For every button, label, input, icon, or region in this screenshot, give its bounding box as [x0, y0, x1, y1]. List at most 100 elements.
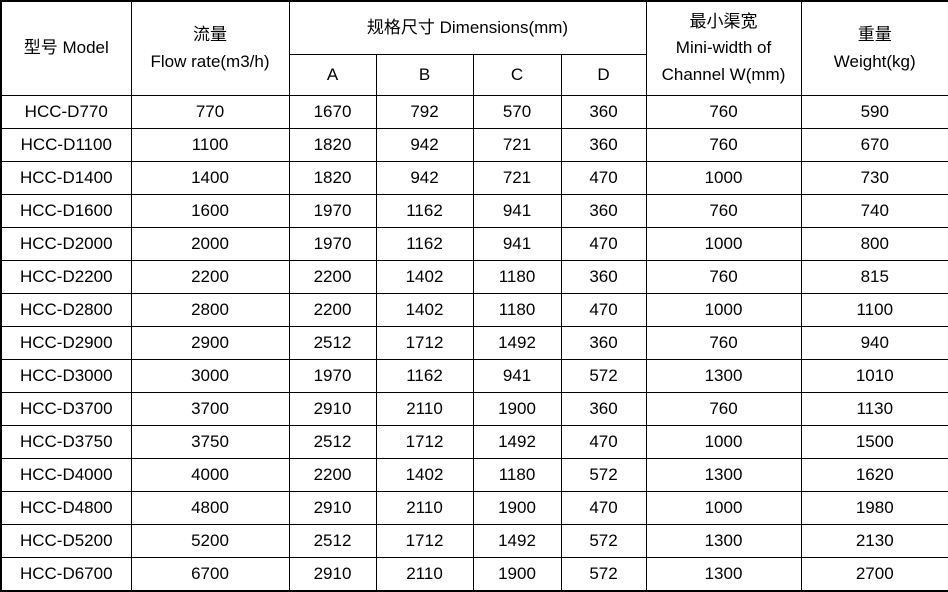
table-cell: 3700 — [130, 391, 290, 426]
table-cell: 1162 — [375, 226, 474, 261]
table-cell: 2110 — [375, 490, 474, 525]
header-dimensions-label: 规格尺寸 Dimensions(mm) — [366, 17, 569, 37]
table-cell: 1402 — [375, 259, 474, 294]
table-cell: HCC-D4800 — [0, 490, 132, 525]
table-row: HCC-D4800 4800 2910 2110 1900 470 1000 1980 — [0, 490, 948, 525]
header-channel-width: 最小渠宽 Mini-width of Channel W(mm) — [645, 0, 802, 96]
table-cell: 1180 — [472, 457, 562, 492]
header-channel-width-en1: Mini-width of — [675, 38, 772, 58]
table-cell: 1162 — [375, 193, 474, 228]
table-cell: 721 — [472, 127, 562, 162]
table-cell: 2700 — [800, 556, 948, 592]
header-model-label: 型号 Model — [23, 38, 109, 58]
table-cell: 1100 — [800, 292, 948, 327]
table-cell: 721 — [472, 160, 562, 195]
table-cell: HCC-D770 — [0, 95, 132, 129]
table-cell: 792 — [375, 95, 474, 129]
table-cell: 800 — [800, 226, 948, 261]
table-cell: 572 — [560, 556, 647, 592]
table-row: HCC-D5200 5200 2512 1712 1492 572 1300 2130 — [0, 523, 948, 558]
table-cell: 1900 — [472, 556, 562, 592]
table-row: HCC-D4000 4000 2200 1402 1180 572 1300 1620 — [0, 457, 948, 492]
header-dimensions: 规格尺寸 Dimensions(mm) — [288, 0, 647, 55]
table-cell: 760 — [645, 259, 802, 294]
table-row: HCC-D3700 3700 2910 2110 1900 360 760 1130 — [0, 391, 948, 426]
table-cell: 2200 — [288, 457, 377, 492]
table-cell: 572 — [560, 358, 647, 393]
table-cell: 572 — [560, 457, 647, 492]
table-cell: 2110 — [375, 556, 474, 592]
table-cell: HCC-D2900 — [0, 325, 132, 360]
table-cell: 6700 — [130, 556, 290, 592]
header-dim-c: C — [472, 54, 562, 96]
table-cell: 760 — [645, 95, 802, 129]
table-cell: 1620 — [800, 457, 948, 492]
table-cell: 470 — [560, 226, 647, 261]
table-cell: HCC-D3700 — [0, 391, 132, 426]
table-cell: 1820 — [288, 160, 377, 195]
table-cell: 1000 — [645, 424, 802, 459]
table-cell: 1400 — [130, 160, 290, 195]
table-cell: 360 — [560, 127, 647, 162]
table-cell: 590 — [800, 95, 948, 129]
table-body: HCC-D770 770 1670 792 570 360 760 590 HCC-D1100 1… — [0, 95, 948, 592]
table-cell: 4800 — [130, 490, 290, 525]
table-cell: 1000 — [645, 292, 802, 327]
table-cell: 1970 — [288, 226, 377, 261]
table-cell: 1670 — [288, 95, 377, 129]
header-channel-width-en2: Channel W(mm) — [661, 64, 786, 84]
table-row: HCC-D770 770 1670 792 570 360 760 590 — [0, 95, 948, 129]
table-cell: 360 — [560, 391, 647, 426]
table-cell: 3750 — [130, 424, 290, 459]
table-cell: 2130 — [800, 523, 948, 558]
header-dim-d: D — [560, 54, 647, 96]
header-dim-a: A — [288, 54, 377, 96]
table-cell: 740 — [800, 193, 948, 228]
table-cell: 1712 — [375, 523, 474, 558]
table-cell: 5200 — [130, 523, 290, 558]
table-cell: HCC-D4000 — [0, 457, 132, 492]
table-cell: 1300 — [645, 556, 802, 592]
table-cell: 730 — [800, 160, 948, 195]
table-cell: 2910 — [288, 391, 377, 426]
table-cell: 360 — [560, 325, 647, 360]
table-cell: 1970 — [288, 358, 377, 393]
table-cell: 2512 — [288, 325, 377, 360]
table-cell: HCC-D1400 — [0, 160, 132, 195]
header-weight-en: Weight(kg) — [833, 51, 916, 71]
table-row: HCC-D2000 2000 1970 1162 941 470 1000 800 — [0, 226, 948, 261]
table-cell: 2910 — [288, 490, 377, 525]
table-cell: 1970 — [288, 193, 377, 228]
header-dim-b: B — [375, 54, 474, 96]
header-weight: 重量 Weight(kg) — [800, 0, 948, 96]
table-cell: 1900 — [472, 391, 562, 426]
table-row: HCC-D3750 3750 2512 1712 1492 470 1000 1500 — [0, 424, 948, 459]
table-cell: 760 — [645, 325, 802, 360]
table-cell: HCC-D5200 — [0, 523, 132, 558]
table-cell: 1000 — [645, 490, 802, 525]
table-cell: 360 — [560, 95, 647, 129]
table-cell: 2910 — [288, 556, 377, 592]
table-cell: 570 — [472, 95, 562, 129]
header-flow-rate-en: Flow rate(m3/h) — [150, 51, 270, 71]
table-cell: HCC-D3750 — [0, 424, 132, 459]
table-cell: 1010 — [800, 358, 948, 393]
table-cell: 572 — [560, 523, 647, 558]
header-flow-rate: 流量 Flow rate(m3/h) — [130, 0, 290, 96]
table-cell: 1712 — [375, 325, 474, 360]
table-cell: 360 — [560, 259, 647, 294]
table-cell: 1300 — [645, 457, 802, 492]
table-cell: 941 — [472, 226, 562, 261]
table-cell: 1500 — [800, 424, 948, 459]
table-row: HCC-D1600 1600 1970 1162 941 360 760 740 — [0, 193, 948, 228]
table-cell: 760 — [645, 193, 802, 228]
table-cell: 360 — [560, 193, 647, 228]
table-cell: 1180 — [472, 292, 562, 327]
table-cell: 2200 — [130, 259, 290, 294]
table-cell: 1900 — [472, 490, 562, 525]
table-cell: 2512 — [288, 523, 377, 558]
table-cell: 1712 — [375, 424, 474, 459]
table-cell: 470 — [560, 160, 647, 195]
